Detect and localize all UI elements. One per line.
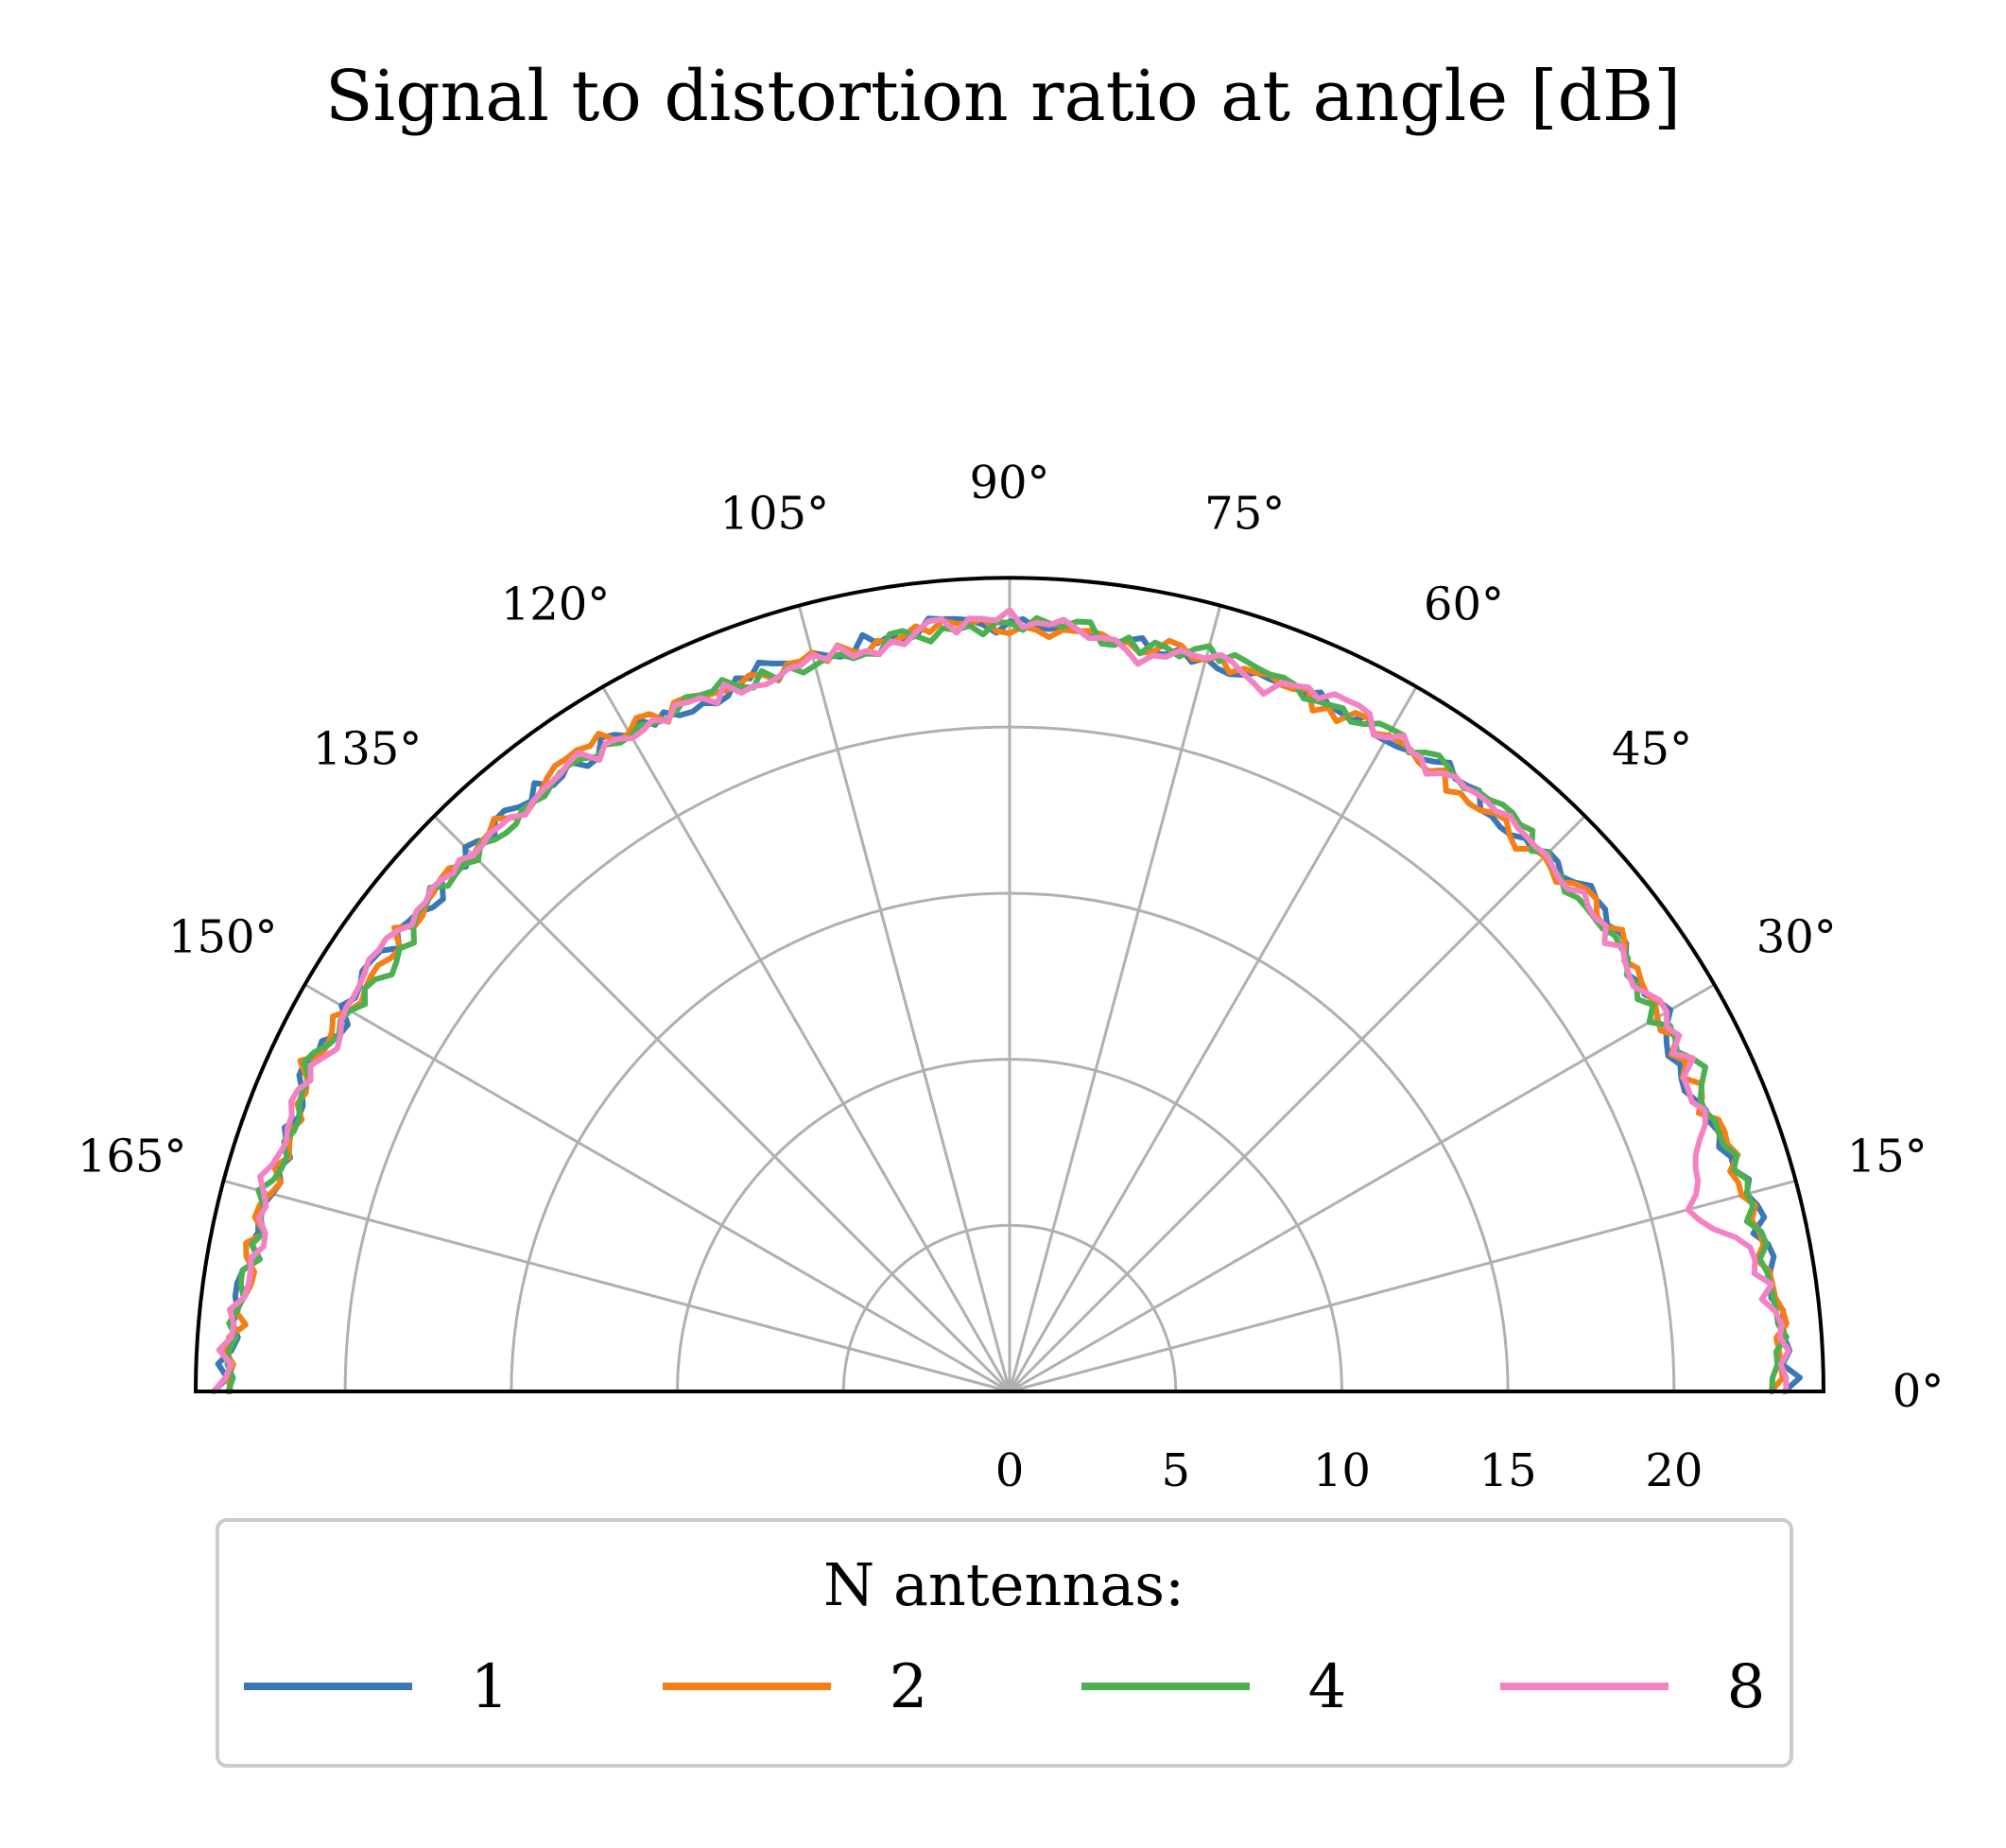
r-tick-label: 10 (1313, 1444, 1371, 1497)
angle-gridline-105 (797, 604, 1012, 1392)
legend-label-2: 2 (890, 1652, 928, 1722)
angle-gridline-75 (1008, 604, 1222, 1392)
r-tick-label: 0 (995, 1444, 1025, 1497)
theta-tick-label: 165° (78, 1130, 187, 1183)
angle-gridline-45 (1008, 815, 1586, 1393)
series-line-1 (211, 615, 1803, 1394)
theta-tick-label: 60° (1424, 579, 1504, 631)
series-line-8 (211, 607, 1792, 1394)
angle-gridline-120 (601, 685, 1012, 1392)
angle-gridline-60 (1008, 685, 1418, 1392)
series-line-4 (224, 614, 1790, 1394)
r-tick-label: 5 (1161, 1444, 1190, 1497)
theta-tick-label: 90° (969, 457, 1049, 509)
theta-tick-label: 15° (1847, 1130, 1928, 1183)
radial-tick-labels: 0 5 10 15 20 (995, 1444, 1703, 1497)
legend-title: N antennas: (823, 1550, 1185, 1619)
theta-tick-label: 75° (1204, 488, 1285, 541)
legend-entries: 1 2 4 8 (244, 1652, 1765, 1722)
legend-label-1: 1 (471, 1652, 510, 1722)
angle-tick-labels: 0° 15° 30° 45° 60° 75° 90° 105° 120° 135° 150° 165° (78, 457, 1944, 1418)
theta-tick-label: 0° (1893, 1365, 1945, 1418)
theta-tick-label: 30° (1756, 911, 1837, 964)
polar-grid (222, 578, 1797, 1393)
r-tick-label: 20 (1645, 1444, 1703, 1497)
polar-outline (193, 576, 1826, 1393)
r-tick-label: 15 (1479, 1444, 1537, 1497)
theta-tick-label: 135° (313, 722, 423, 775)
theta-tick-label: 150° (168, 911, 278, 964)
theta-tick-label: 45° (1612, 722, 1692, 775)
legend-box (216, 1518, 1793, 1768)
legend-label-8: 8 (1727, 1652, 1766, 1722)
legend: N antennas: 1 2 4 8 (216, 1518, 1793, 1768)
angle-gridline-30 (1009, 983, 1716, 1393)
theta-tick-label: 105° (719, 488, 829, 541)
legend-label-4: 4 (1308, 1652, 1347, 1722)
angle-gridline-135 (433, 815, 1012, 1393)
angle-gridline-165 (222, 1179, 1011, 1393)
angle-gridline-150 (303, 983, 1011, 1393)
theta-tick-label: 120° (501, 579, 611, 631)
series-line-2 (221, 615, 1790, 1394)
series-lines (211, 607, 1803, 1394)
polar-frame (193, 576, 1826, 1393)
angle-gridline-15 (1009, 1179, 1797, 1393)
chart-title: Signal to distortion ratio at angle [dB] (325, 56, 1681, 137)
